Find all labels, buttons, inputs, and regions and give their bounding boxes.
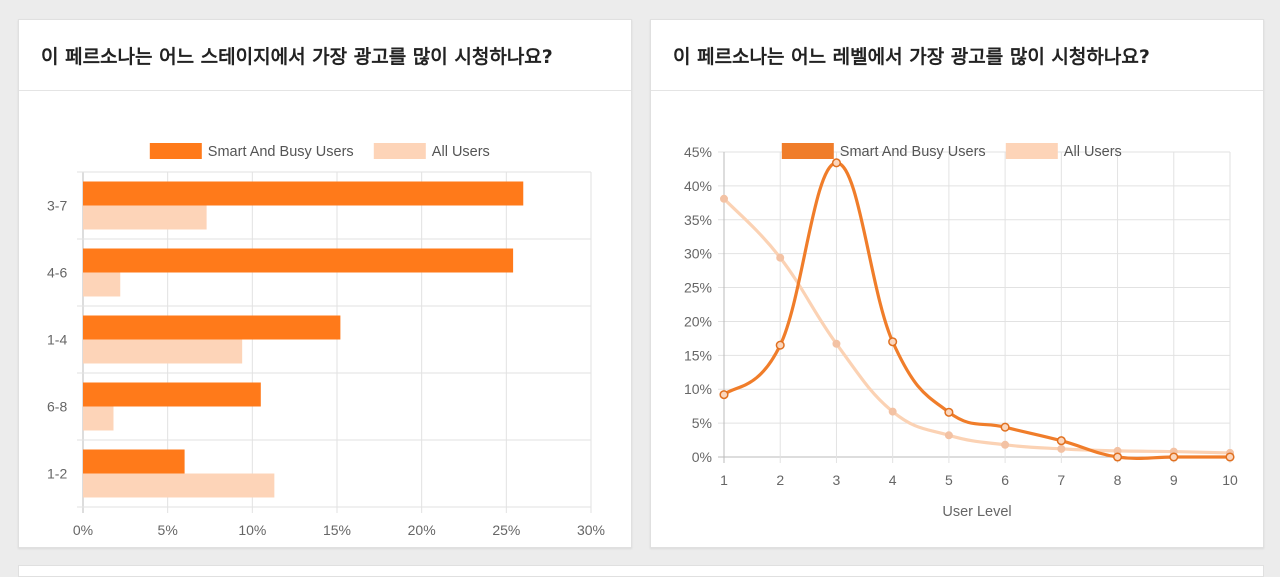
bar-3-7-all-users xyxy=(83,205,207,230)
point-all-users-level-6 xyxy=(1001,440,1010,449)
point-all-users-level-2 xyxy=(776,253,785,262)
legend-swatch-smart-and-busy xyxy=(149,143,202,159)
x-tick-label: 8 xyxy=(1114,472,1122,488)
x-tick-label: 25% xyxy=(492,522,520,538)
stage-chart-header: 이 페르소나는 어느 스테이지에서 가장 광고를 많이 시청하나요? xyxy=(19,20,631,91)
series-line-all-users xyxy=(722,197,1232,455)
point-smart-and-busy-level-7 xyxy=(1056,436,1066,446)
y-tick-label: 1-4 xyxy=(47,332,67,348)
point-all-users-level-4 xyxy=(888,407,897,416)
legend-swatch-all-users xyxy=(1005,143,1058,159)
y-tick-label: 5% xyxy=(692,415,712,431)
point-smart-and-busy-level-5 xyxy=(944,407,954,417)
legend-label-all-users: All Users xyxy=(432,144,490,160)
y-tick-label: 35% xyxy=(684,212,712,228)
level-line-chart: 0% 5% 10% 15% 20% 25% 30% 35% 40% 45% 1 2 3 4 5 6 7 8 9 10 U… xyxy=(684,143,1238,520)
y-tick-label: 15% xyxy=(684,347,712,363)
bar-1-4-smart-and-busy xyxy=(83,315,341,340)
y-tick-label: 45% xyxy=(684,144,712,160)
level-chart-header: 이 페르소나는 어느 레벨에서 가장 광고를 많이 시청하나요? xyxy=(651,20,1263,91)
point-smart-and-busy-level-9 xyxy=(1169,452,1179,462)
y-tick-label: 1-2 xyxy=(47,466,67,482)
level-chart-card: 이 페르소나는 어느 레벨에서 가장 광고를 많이 시청하나요? 0% 5% 10%… xyxy=(650,19,1264,548)
point-smart-and-busy-level-8 xyxy=(1113,452,1123,462)
point-smart-and-busy-level-10 xyxy=(1225,452,1235,462)
y-tick-label: 30% xyxy=(684,246,712,262)
bar-1-2-all-users xyxy=(83,473,275,498)
x-tick-label: 9 xyxy=(1170,472,1178,488)
point-smart-and-busy-level-1 xyxy=(719,390,729,400)
bar-1-4-all-users xyxy=(83,339,243,364)
x-tick-label: 7 xyxy=(1057,472,1065,488)
stage-chart-title: 이 페르소나는 어느 스테이지에서 가장 광고를 많이 시청하나요? xyxy=(41,45,553,68)
x-tick-label: 0% xyxy=(73,522,93,538)
series-line-smart-and-busy xyxy=(722,161,1232,461)
bar-6-8-all-users xyxy=(83,406,114,431)
legend-label-all-users: All Users xyxy=(1064,144,1122,160)
x-tick-label: 3 xyxy=(833,472,841,488)
bar-1-2-smart-and-busy xyxy=(83,449,185,474)
x-tick-label: 10 xyxy=(1222,472,1238,488)
y-tick-label: 3-7 xyxy=(47,198,67,214)
x-tick-label: 10% xyxy=(238,522,266,538)
stage-chart-card: 이 페르소나는 어느 스테이지에서 가장 광고를 많이 시청하나요? 0% 5% 1… xyxy=(18,19,632,548)
legend-label-smart-and-busy: Smart And Busy Users xyxy=(208,144,354,160)
point-all-users-level-1 xyxy=(720,194,728,203)
x-tick-label: 6 xyxy=(1001,472,1009,488)
point-smart-and-busy-level-3 xyxy=(831,158,841,168)
point-smart-and-busy-level-2 xyxy=(775,340,785,350)
bar-6-8-smart-and-busy xyxy=(83,382,261,407)
y-tick-label: 0% xyxy=(692,449,712,465)
x-tick-label: 15% xyxy=(323,522,351,538)
x-tick-label: 20% xyxy=(408,522,436,538)
point-all-users-level-7 xyxy=(1057,444,1066,453)
x-tick-label: 5% xyxy=(158,522,178,538)
level-chart-title: 이 페르소나는 어느 레벨에서 가장 광고를 많이 시청하나요? xyxy=(673,45,1150,68)
x-axis-title: User Level xyxy=(942,504,1011,520)
x-tick-label: 4 xyxy=(889,472,897,488)
y-tick-label: 6-8 xyxy=(47,399,67,415)
x-tick-label: 2 xyxy=(776,472,784,488)
bar-4-6-all-users xyxy=(83,272,121,297)
legend-swatch-all-users xyxy=(373,143,426,159)
legend-label-smart-and-busy: Smart And Busy Users xyxy=(840,144,986,160)
x-tick-label: 1 xyxy=(720,472,728,488)
x-tick-label: 5 xyxy=(945,472,953,488)
point-smart-and-busy-level-6 xyxy=(1000,422,1010,432)
y-tick-label: 10% xyxy=(684,381,712,397)
y-tick-label: 20% xyxy=(684,313,712,329)
y-tick-label: 40% xyxy=(684,178,712,194)
y-tick-label: 25% xyxy=(684,280,712,296)
bar-4-6-smart-and-busy xyxy=(83,248,514,273)
point-all-users-level-3 xyxy=(832,339,841,348)
next-card-edge xyxy=(18,565,1264,577)
y-tick-label: 4-6 xyxy=(47,265,67,281)
x-tick-label: 30% xyxy=(577,522,605,538)
legend-swatch-smart-and-busy xyxy=(781,143,834,159)
point-all-users-level-5 xyxy=(944,431,953,440)
bar-3-7-smart-and-busy xyxy=(83,181,524,206)
point-smart-and-busy-level-4 xyxy=(888,337,898,347)
stage-bar-chart: 0% 5% 10% 15% 20% 25% 30% 3-7 4-6 1-4 6-8 1-2 Smart … xyxy=(47,143,605,538)
